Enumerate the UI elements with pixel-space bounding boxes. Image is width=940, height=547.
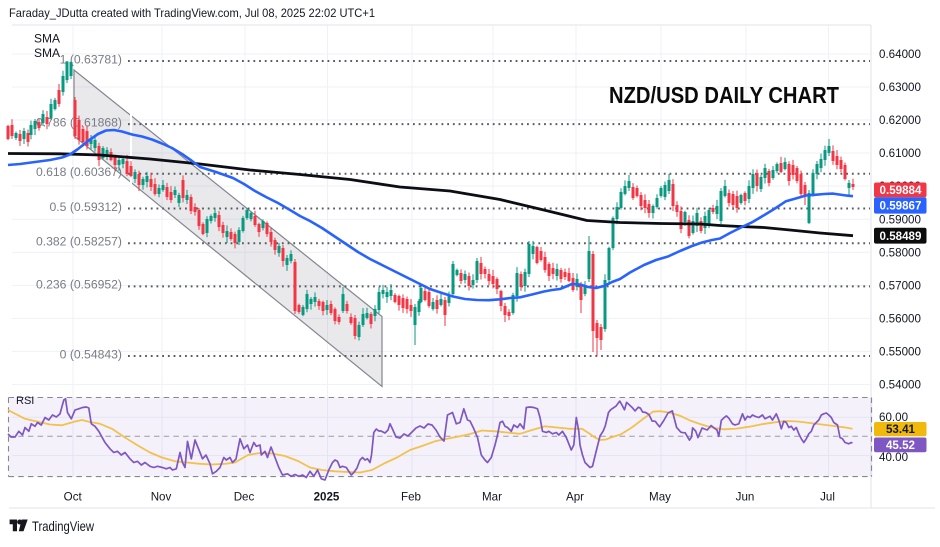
svg-text:0.59000: 0.59000: [879, 213, 921, 226]
svg-text:0.58489: 0.58489: [880, 230, 922, 243]
svg-text:Dec: Dec: [234, 491, 255, 504]
svg-text:SMA: SMA: [34, 46, 60, 60]
svg-text:40.00: 40.00: [879, 451, 908, 464]
svg-text:0.382 (0.58257): 0.382 (0.58257): [36, 235, 122, 249]
svg-text:0.58000: 0.58000: [879, 246, 921, 259]
svg-text:60.00: 60.00: [879, 411, 908, 424]
svg-text:0.54000: 0.54000: [879, 378, 921, 391]
svg-text:0.64000: 0.64000: [879, 48, 921, 61]
svg-text:Feb: Feb: [401, 491, 421, 504]
svg-text:0.55000: 0.55000: [879, 345, 921, 358]
svg-text:0.59884: 0.59884: [880, 184, 922, 197]
svg-text:0.618 (0.60367): 0.618 (0.60367): [36, 165, 122, 179]
svg-text:53.41: 53.41: [886, 423, 916, 436]
svg-text:0.63000: 0.63000: [879, 81, 921, 94]
svg-text:0.236 (0.56952): 0.236 (0.56952): [36, 278, 122, 292]
svg-text:0.62000: 0.62000: [879, 114, 921, 127]
svg-text:Jul: Jul: [820, 491, 835, 504]
svg-text:Jun: Jun: [736, 491, 755, 504]
svg-text:1 (0.63781): 1 (0.63781): [60, 52, 122, 66]
svg-text:NZD/USD DAILY CHART: NZD/USD DAILY CHART: [609, 82, 839, 108]
svg-text:Apr: Apr: [566, 491, 584, 504]
svg-text:0.5 (0.59312): 0.5 (0.59312): [49, 200, 122, 214]
svg-text:Faraday_JDutta created with Tr: Faraday_JDutta created with TradingView.…: [9, 6, 375, 20]
svg-text:Nov: Nov: [151, 491, 172, 504]
svg-text:TradingView: TradingView: [32, 518, 95, 534]
svg-text:SMA: SMA: [34, 32, 60, 46]
svg-text:2025: 2025: [314, 491, 340, 504]
svg-text:0.57000: 0.57000: [879, 279, 921, 292]
svg-text:Mar: Mar: [482, 491, 502, 504]
svg-text:0 (0.54843): 0 (0.54843): [60, 347, 122, 361]
svg-text:0.59867: 0.59867: [880, 200, 922, 213]
svg-text:Oct: Oct: [64, 491, 83, 504]
svg-text:0.56000: 0.56000: [879, 312, 921, 325]
svg-text:0.61000: 0.61000: [879, 147, 921, 160]
svg-text:45.52: 45.52: [886, 439, 915, 452]
svg-text:RSI: RSI: [16, 395, 34, 407]
svg-text:May: May: [649, 491, 671, 504]
